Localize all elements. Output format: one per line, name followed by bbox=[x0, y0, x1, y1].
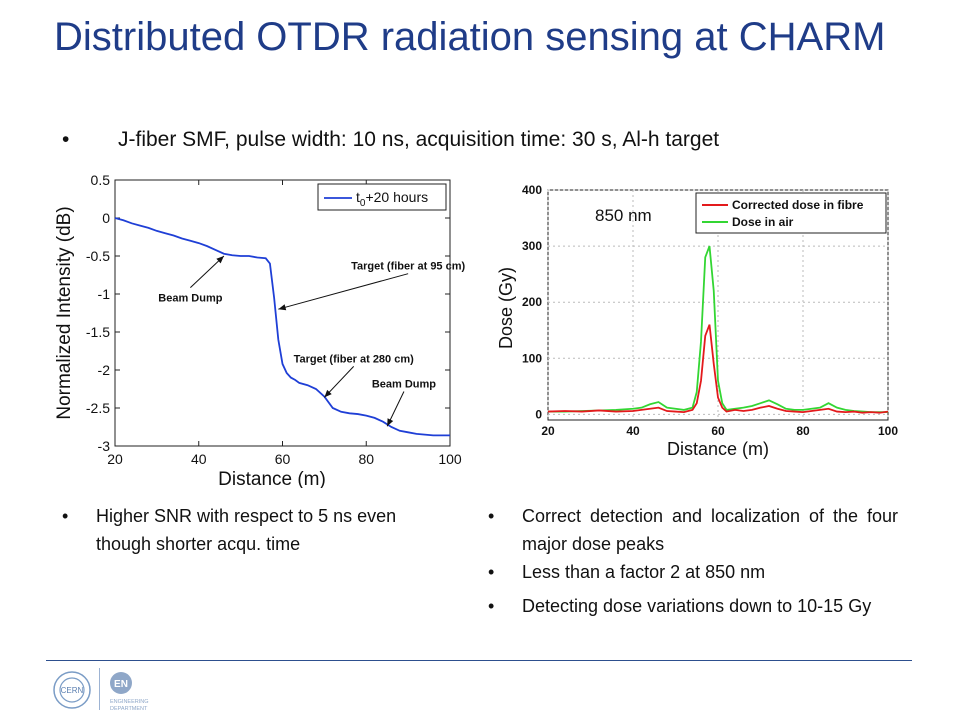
otdr-y-tick-label: 0.5 bbox=[91, 172, 111, 188]
otdr-x-tick-label: 40 bbox=[191, 451, 207, 467]
right-bullet-text-2: Less than a factor 2 at 850 nm bbox=[522, 562, 766, 582]
en-badge-text: EN bbox=[114, 679, 128, 690]
otdr-y-axis-label: Normalized Intensity (dB) bbox=[54, 206, 75, 419]
dose-x-tick-label: 80 bbox=[796, 424, 810, 438]
otdr-annotation-arrowhead bbox=[278, 304, 287, 311]
bullet-dot: • bbox=[488, 562, 495, 582]
dose-annotation: 850 nm bbox=[595, 206, 652, 225]
otdr-y-tick-label: -2.5 bbox=[86, 400, 110, 416]
otdr-y-tick-label: -1 bbox=[98, 286, 111, 302]
dose-y-tick-label: 300 bbox=[522, 239, 542, 253]
dose-series-line bbox=[548, 245, 888, 414]
bullet-dot: • bbox=[488, 596, 495, 616]
footer-logo-separator bbox=[99, 668, 100, 710]
otdr-x-tick-label: 20 bbox=[107, 451, 123, 467]
otdr-annotation-arrow bbox=[190, 255, 225, 288]
bullet-dot: • bbox=[62, 128, 70, 151]
footer-divider bbox=[46, 660, 912, 661]
bullet-dot: • bbox=[62, 506, 69, 526]
dose-y-tick-label: 0 bbox=[535, 407, 542, 421]
cern-logo: CERN bbox=[53, 671, 91, 709]
otdr-x-tick-label: 100 bbox=[438, 451, 462, 467]
en-text-1: ENGINEERING bbox=[110, 699, 149, 705]
dose-legend-box bbox=[695, 192, 887, 234]
otdr-annotation-arrow bbox=[278, 273, 409, 310]
dose-y-tick-label: 100 bbox=[522, 351, 542, 365]
dose-x-tick-label: 60 bbox=[711, 424, 725, 438]
en-text-2: DEPARTMENT bbox=[110, 706, 148, 712]
otdr-y-tick-label: 0 bbox=[102, 210, 110, 226]
dose-x-axis-label: Distance (m) bbox=[667, 439, 769, 459]
right-bullet-text-3: Detecting dose variations down to 10-15 … bbox=[522, 596, 872, 616]
bullet-dot: • bbox=[488, 506, 495, 526]
otdr-y-tick-label: -2 bbox=[98, 362, 111, 378]
otdr-chart: 20 40 60 80 100 0.5 0 -0.5 -1 -1.5 -2 -2.5 -3 Beam D… bbox=[54, 172, 466, 488]
otdr-annotation-arrowhead bbox=[216, 256, 224, 264]
subtitle-text: J-fiber SMF, pulse width: 10 ns, acquisi… bbox=[118, 128, 720, 151]
otdr-annotation-label: Beam Dump bbox=[372, 378, 436, 390]
dose-y-axis-label: Dose (Gy) bbox=[496, 267, 516, 349]
otdr-annotation-label: Beam Dump bbox=[158, 293, 222, 305]
dose-y-tick-label: 200 bbox=[522, 295, 542, 309]
dose-chart: 20 40 60 80 100 0 100 200 300 400 Corrected dose … bbox=[496, 183, 898, 459]
otdr-annotation-label: Target (fiber at 280 cm) bbox=[294, 353, 415, 365]
dose-y-tick-label: 400 bbox=[522, 183, 542, 197]
engineering-department-logo: EN ENGINEERING DEPARTMENT bbox=[110, 672, 149, 712]
otdr-legend-label: t0+20 hours bbox=[356, 189, 428, 209]
otdr-series-line bbox=[114, 217, 450, 437]
dose-legend-label: Corrected dose in fibre bbox=[732, 198, 864, 212]
otdr-y-tick-label: -1.5 bbox=[86, 324, 110, 340]
otdr-x-axis-label: Distance (m) bbox=[218, 469, 326, 488]
otdr-y-tick-label: -0.5 bbox=[86, 248, 110, 264]
cern-logo-text: CERN bbox=[61, 686, 84, 695]
otdr-y-tick-label: -3 bbox=[98, 438, 111, 454]
dose-x-tick-label: 20 bbox=[541, 424, 555, 438]
right-bullet-text-1: Correct detection and localization of th… bbox=[522, 506, 898, 554]
dose-x-tick-label: 40 bbox=[626, 424, 640, 438]
left-bullet-text-1: Higher SNR with respect to 5 ns even tho… bbox=[96, 506, 397, 554]
otdr-annotation-arrowhead bbox=[324, 389, 332, 398]
dose-series-line bbox=[547, 324, 889, 414]
otdr-legend-box bbox=[317, 183, 447, 211]
otdr-annotation-label: Target (fiber at 95 cm) bbox=[351, 261, 465, 273]
otdr-annotation-arrowhead bbox=[387, 418, 394, 427]
dose-x-tick-label: 100 bbox=[878, 424, 898, 438]
otdr-x-tick-label: 80 bbox=[358, 451, 374, 467]
dose-legend-label: Dose in air bbox=[732, 215, 794, 229]
otdr-x-tick-label: 60 bbox=[275, 451, 291, 467]
otdr-plot-area bbox=[114, 179, 451, 447]
slide-title: Distributed OTDR radiation sensing at CH… bbox=[54, 15, 886, 59]
